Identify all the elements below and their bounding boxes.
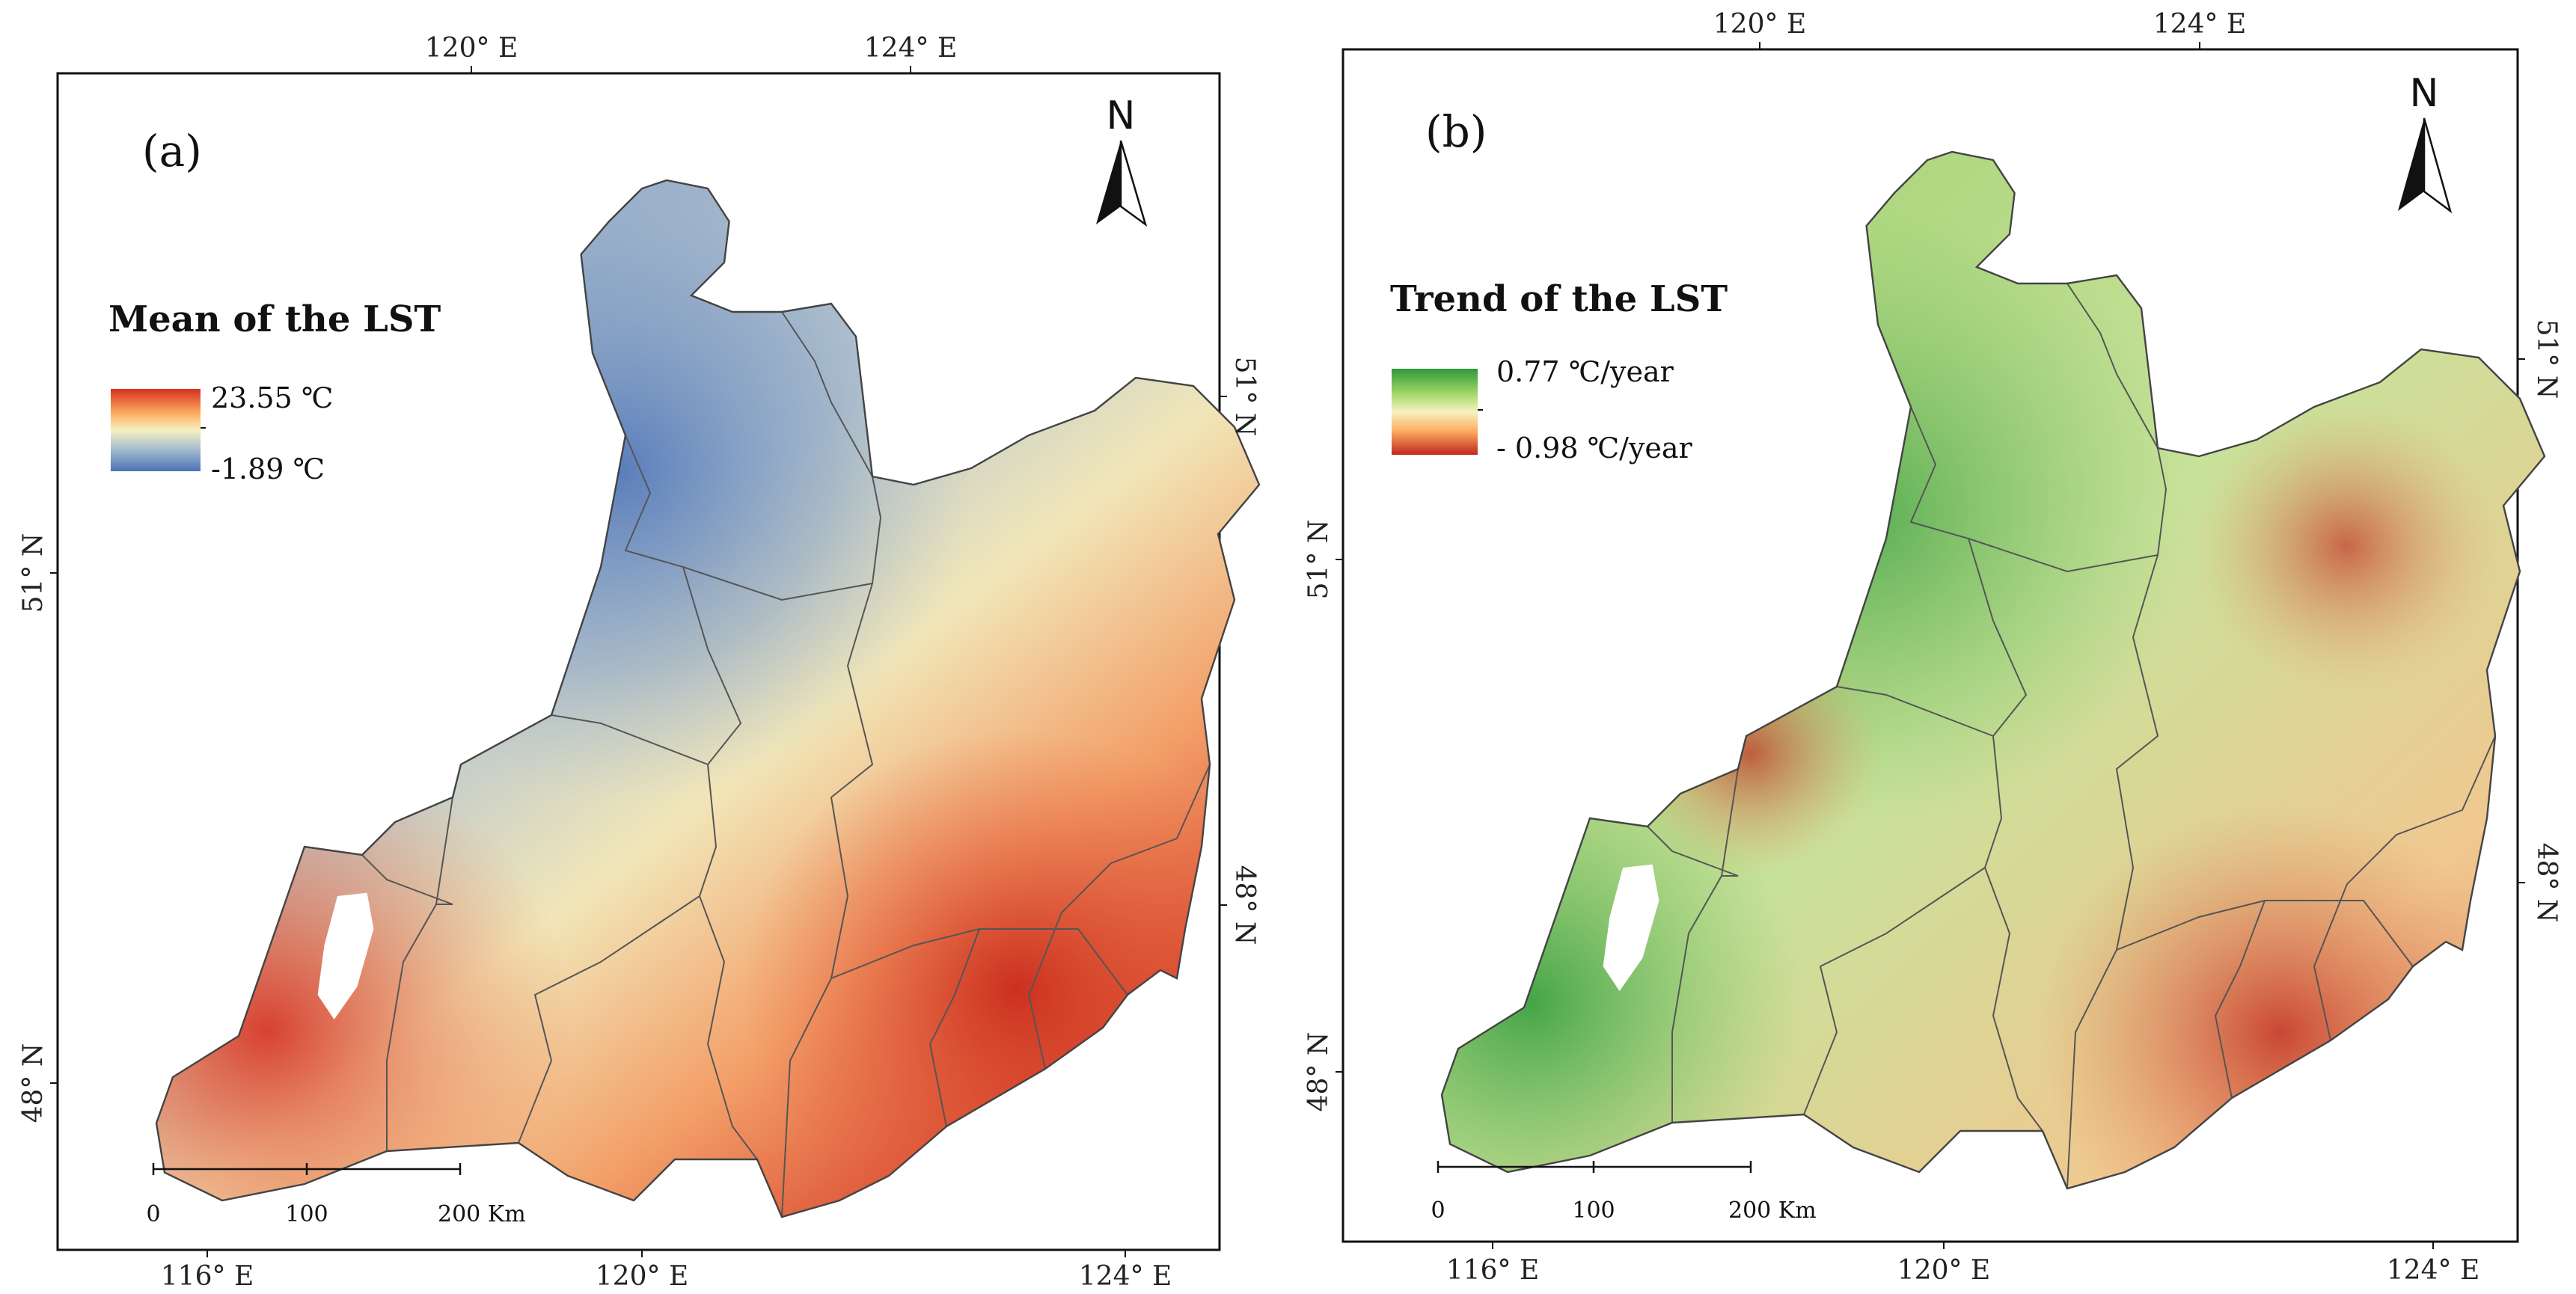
panel-b-north-arrow: N (2398, 71, 2453, 214)
panel-b-top-tick-2: 124° E (2153, 9, 2246, 40)
panel-b-legend-ramp (1392, 369, 1478, 455)
panel-a-right-tick-1: 51° N (1229, 357, 1260, 437)
panel-b-scale-0: 0 (1431, 1198, 1445, 1224)
panel-b-right-tick-1: 51° N (2531, 319, 2562, 399)
panel-a-scale-0: 0 (146, 1201, 160, 1227)
panel-b-bottom-tick-2: 120° E (1897, 1255, 1990, 1286)
panel-b: 120° E 124° E 116° E 120° E 124° E 51° N… (1303, 9, 2562, 1286)
panel-b-north-label: N (2410, 71, 2439, 116)
panel-b-scale-100: 100 (1572, 1198, 1615, 1224)
panel-a-left-tick-1: 51° N (18, 533, 49, 613)
panel-b-map (1440, 150, 2546, 1190)
panel-b-legend: Trend of the LST 0.77 ℃/year - 0.98 ℃/ye… (1390, 278, 1728, 464)
panel-a-north-label: N (1107, 93, 1136, 138)
panel-b-scale-bar: 0 100 200 Km (1431, 1161, 1817, 1224)
panel-a-top-tick-2: 124° E (864, 33, 957, 64)
panel-a-map (155, 179, 1261, 1218)
panel-a-scale-200: 200 Km (438, 1201, 526, 1227)
panel-b-scale-200: 200 Km (1728, 1198, 1817, 1224)
panel-a-scale-100: 100 (285, 1201, 328, 1227)
panel-a-top-tick-1: 120° E (425, 33, 518, 64)
panel-a-bottom-tick-3: 124° E (1079, 1261, 1172, 1292)
panel-a: 120° E 124° E 116° E 120° E 124° E 51° N… (18, 33, 1261, 1292)
panel-a-scale-bar: 0 100 200 Km (146, 1163, 526, 1227)
admin-boundaries (1647, 283, 2496, 1189)
panel-a-legend-title: Mean of the LST (108, 298, 441, 340)
panel-a-right-tick-2: 48° N (1229, 865, 1260, 945)
admin-boundaries (361, 311, 1211, 1218)
panel-a-legend: Mean of the LST 23.55 ℃ -1.89 ℃ (108, 298, 441, 485)
panel-a-bottom-tick-2: 120° E (596, 1261, 688, 1292)
panel-a-legend-min: -1.89 ℃ (211, 453, 325, 485)
panel-a-legend-ramp (111, 389, 201, 471)
panel-b-bottom-tick-3: 124° E (2387, 1255, 2479, 1286)
panel-a-legend-max: 23.55 ℃ (211, 381, 333, 414)
panel-b-legend-min: - 0.98 ℃/year (1496, 432, 1693, 464)
panel-a-label: (a) (142, 126, 202, 177)
north-arrow-icon (1096, 141, 1121, 224)
north-arrow-icon (2398, 118, 2424, 211)
panel-b-bottom-tick-1: 116° E (1446, 1255, 1539, 1286)
panel-b-legend-title: Trend of the LST (1390, 278, 1728, 320)
panel-b-top-tick-1: 120° E (1713, 9, 1806, 40)
panel-a-bottom-tick-1: 116° E (161, 1261, 254, 1292)
lake-shape (317, 892, 374, 1019)
panel-b-legend-max: 0.77 ℃/year (1496, 355, 1674, 388)
panel-a-north-arrow: N (1096, 93, 1148, 227)
panel-b-left-tick-2: 48° N (1303, 1032, 1334, 1112)
panel-a-left-tick-2: 48° N (18, 1043, 49, 1123)
lake-shape (1603, 864, 1659, 991)
panel-b-left-tick-1: 51° N (1303, 520, 1334, 600)
panel-b-label: (b) (1425, 106, 1487, 157)
panel-b-right-tick-2: 48° N (2531, 843, 2562, 923)
